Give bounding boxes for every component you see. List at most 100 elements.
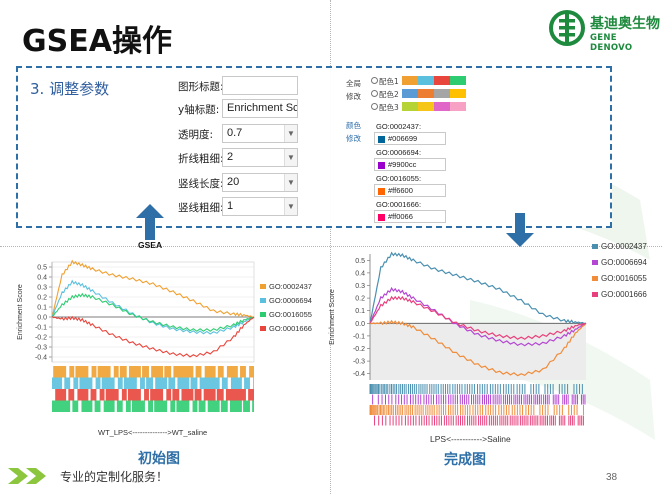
palette-radio-1[interactable]	[371, 77, 378, 84]
opacity-select[interactable]: 0.7 ▼	[222, 124, 298, 143]
tick-width-select[interactable]: 1 ▼	[222, 197, 298, 216]
y-axis-title-label: y轴标题:	[178, 104, 220, 116]
color-hex-value: #ff0066	[388, 212, 413, 221]
color-swatch	[378, 213, 385, 221]
go-color-input[interactable]: #006699	[374, 132, 446, 145]
y-tick-label: -0.3	[353, 359, 365, 366]
go-term-label: GO:0002437:	[376, 122, 422, 131]
chevron-down-icon[interactable]: ▼	[284, 149, 297, 166]
color-swatch	[450, 76, 466, 85]
y-tick-label: 0.3	[37, 285, 47, 292]
palette-radio-2[interactable]	[371, 90, 378, 97]
go-term-label: GO:0001666:	[376, 200, 422, 209]
rug-gap	[153, 400, 155, 412]
y-axis-label: Enrichment Score	[329, 289, 336, 345]
color-swatch	[434, 89, 450, 98]
y-tick-label: 0.1	[37, 305, 47, 312]
color-swatch	[418, 89, 434, 98]
color-swatch	[434, 76, 450, 85]
palette-option-label: 配色1	[379, 77, 399, 86]
color-hex-value: #ff6600	[388, 186, 413, 195]
y-tick-label: 0.4	[37, 275, 47, 282]
y-tick-label: 0.2	[355, 296, 365, 303]
chevron-down-icon[interactable]: ▼	[284, 125, 297, 142]
palette-swatch-row[interactable]	[402, 89, 466, 98]
global-modify-label: 修改	[346, 92, 361, 101]
color-swatch	[450, 102, 466, 111]
y-tick-label: -0.4	[35, 355, 47, 362]
rug-gap	[175, 400, 177, 412]
legend-label: GO:0002437	[601, 242, 647, 251]
rug-gap	[52, 366, 54, 378]
line-width-select[interactable]: 2 ▼	[222, 148, 298, 167]
settings-panel	[16, 66, 612, 228]
right-chart-xlabel: LPS<----------->Saline	[430, 434, 511, 444]
rug-gap	[96, 389, 100, 401]
left-chart-xlabel: WT_LPS<-------------->WT_saline	[98, 428, 208, 437]
legend-swatch	[260, 284, 266, 289]
go-color-input[interactable]: #ff0066	[374, 210, 446, 223]
go-color-input[interactable]: #9900cc	[374, 158, 446, 171]
rug-gap	[136, 377, 141, 389]
palette-swatch-row[interactable]	[402, 76, 466, 85]
rug-gap	[144, 400, 149, 412]
rug-gap	[223, 366, 227, 378]
go-term-label: GO:0016055:	[376, 174, 422, 183]
color-swatch	[402, 76, 418, 85]
palette-swatch-row[interactable]	[402, 102, 466, 111]
rug-gap	[88, 389, 91, 401]
rug-gap	[193, 366, 196, 378]
y-tick-label: 0.3	[355, 283, 365, 290]
color-hex-value: #006699	[388, 134, 418, 143]
y-axis-title-input[interactable]: Enrichment Scor	[222, 99, 298, 118]
rug-gap	[227, 377, 231, 389]
rug-gap	[249, 400, 253, 412]
rug-gap	[163, 366, 165, 378]
final-chart-caption: 完成图	[444, 452, 486, 468]
rug-gap	[66, 366, 70, 378]
color-swatch	[378, 187, 385, 195]
tick-width-value: 1	[227, 200, 234, 212]
color-swatch	[434, 102, 450, 111]
page-title: GSEA操作	[22, 24, 172, 59]
rug-gap	[100, 400, 104, 412]
rug-gap	[215, 389, 217, 401]
color-swatch	[378, 135, 385, 143]
initial-chart-caption: 初始图	[138, 451, 180, 467]
gene-denovo-logo	[549, 10, 585, 46]
rug-gap	[74, 366, 76, 378]
color-swatch	[418, 76, 434, 85]
color-modify-label: 修改	[346, 134, 361, 143]
final-gsea-chart: 0.5 0.4 0.3 0.2 0.1 0.0 -0.1 -0.2 -0.3 -0.4 Enrich…	[329, 242, 647, 426]
step-heading: 3. 调整参数	[30, 80, 110, 98]
legend-label: GO:0001666	[601, 290, 647, 299]
page-number: 38	[606, 472, 618, 483]
tick-length-select[interactable]: 20 ▼	[222, 173, 298, 192]
rug-gap	[219, 377, 222, 389]
opacity-label: 透明度:	[178, 129, 214, 141]
down-arrow-icon	[506, 213, 534, 247]
palette-radio-3[interactable]	[371, 103, 378, 110]
rug-gap	[74, 389, 78, 401]
rug-gap	[92, 400, 95, 412]
rug-gap	[62, 377, 65, 389]
series-line-GO-0001666	[369, 295, 587, 340]
left-chart-title: GSEA	[138, 240, 163, 250]
legend-swatch	[592, 292, 598, 297]
y-tick-label: -0.2	[35, 335, 47, 342]
legend-label: GO:0016055	[601, 274, 647, 283]
global-label: 全局	[346, 79, 361, 88]
palette-option-label: 配色2	[379, 90, 399, 99]
rug-gap	[122, 377, 124, 389]
rug-gap	[104, 389, 106, 401]
chevron-down-icon[interactable]: ▼	[284, 174, 297, 191]
rug-gap	[179, 389, 182, 401]
rug-gap	[148, 389, 151, 401]
chevron-down-icon[interactable]: ▼	[284, 198, 297, 215]
color-hex-value: #9900cc	[388, 160, 417, 169]
go-color-input[interactable]: #ff6600	[374, 184, 446, 197]
y-tick-label: -0.1	[353, 333, 365, 340]
rug-gap	[167, 377, 169, 389]
chart-title-input[interactable]	[222, 76, 298, 95]
rug-gap	[100, 377, 102, 389]
